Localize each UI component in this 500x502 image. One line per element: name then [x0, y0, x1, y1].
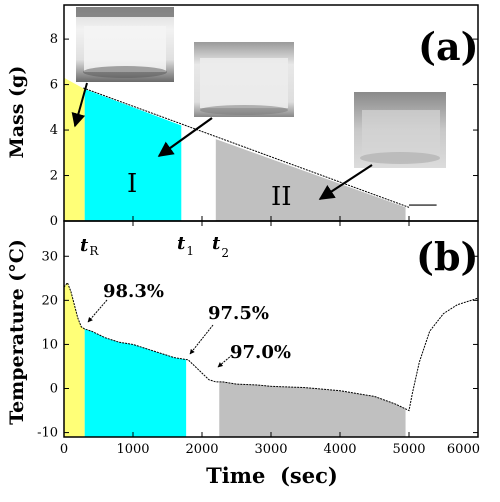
arrow-97-0	[217, 354, 233, 368]
temperature-y-label: Temperature (°C)	[6, 239, 28, 425]
temperature-x-axis: 0 1000 2000 3000 4000 5000 6000	[60, 221, 480, 457]
temperature-x-tick-label-0: 0	[60, 442, 68, 457]
temperature-y-axis: -10 0 10 20 30	[37, 249, 478, 441]
annotation-98-3: 98.3%	[103, 281, 164, 302]
temperature-x-tick-label-4: 4000	[323, 442, 356, 457]
annotation-97-5: 97.5%	[208, 303, 269, 324]
mass-y-tick-label-0: 0	[50, 214, 58, 229]
marker-t-1-sub: 1	[186, 244, 194, 258]
temperature-line	[63, 281, 479, 412]
marker-t-2-letter: t	[212, 233, 221, 254]
photo-initial	[76, 7, 174, 82]
time-markers: tR t1 t2	[80, 233, 229, 260]
region-label-one: I	[127, 169, 137, 199]
temperature-x-tick-label-5: 5000	[392, 442, 425, 457]
temperature-y-tick-label-0: -10	[37, 426, 58, 441]
panel-a-label: (a)	[418, 24, 479, 69]
arrow-98-3	[87, 299, 108, 323]
annotation-97-0: 97.0%	[230, 342, 291, 363]
marker-t-1: t1	[177, 233, 194, 258]
temperature-y-tick-label-4: 30	[41, 249, 58, 264]
mass-y-tick-label-1: 2	[50, 169, 58, 184]
temperature-y-tick-label-3: 20	[41, 293, 58, 308]
panel-b-label: (b)	[416, 234, 479, 279]
temperature-x-tick-label-2: 2000	[185, 442, 218, 457]
mass-y-tick-label-2: 4	[50, 123, 58, 138]
temperature-region-0	[64, 282, 85, 437]
marker-t-2: t2	[212, 233, 229, 260]
mass-region-2	[215, 139, 406, 221]
marker-t-r-sub: R	[89, 244, 99, 258]
marker-t-1-letter: t	[177, 233, 186, 254]
temperature-regions	[64, 282, 406, 437]
marker-t-r: tR	[80, 235, 99, 258]
mass-y-label: Mass (g)	[6, 66, 28, 159]
mass-panel: I II 0 2 4 6 8 (a) Mass (g)	[6, 4, 479, 229]
temperature-x-tick-label-6: 6000	[447, 442, 480, 457]
temperature-y-tick-label-1: 0	[50, 382, 58, 397]
mass-region-1	[84, 89, 182, 221]
mass-y-tick-label-4: 8	[50, 32, 58, 47]
temperature-y-tick-label-2: 10	[41, 337, 58, 352]
mass-regions	[64, 77, 406, 221]
region-label-two: II	[271, 182, 292, 212]
time-x-label: Time (sec)	[206, 463, 338, 488]
photo-stage-two	[354, 92, 446, 168]
temperature-x-tick-label-1: 1000	[116, 442, 149, 457]
temperature-region-1	[84, 329, 187, 437]
marker-t-2-sub: 2	[221, 246, 229, 260]
marker-t-r-letter: t	[80, 235, 89, 256]
photo-stage-one	[194, 42, 294, 117]
temperature-x-tick-label-3: 3000	[254, 442, 287, 457]
mass-line	[83, 87, 410, 208]
arrow-photo-stage-one	[157, 117, 213, 157]
arrow-photo-initial	[71, 82, 88, 128]
arrow-97-5	[189, 324, 214, 355]
arrow-photo-stage-two	[318, 164, 373, 200]
mass-y-tick-label-3: 6	[50, 78, 58, 93]
mass-x-ticks	[63, 216, 479, 221]
temperature-region-2	[219, 381, 406, 437]
